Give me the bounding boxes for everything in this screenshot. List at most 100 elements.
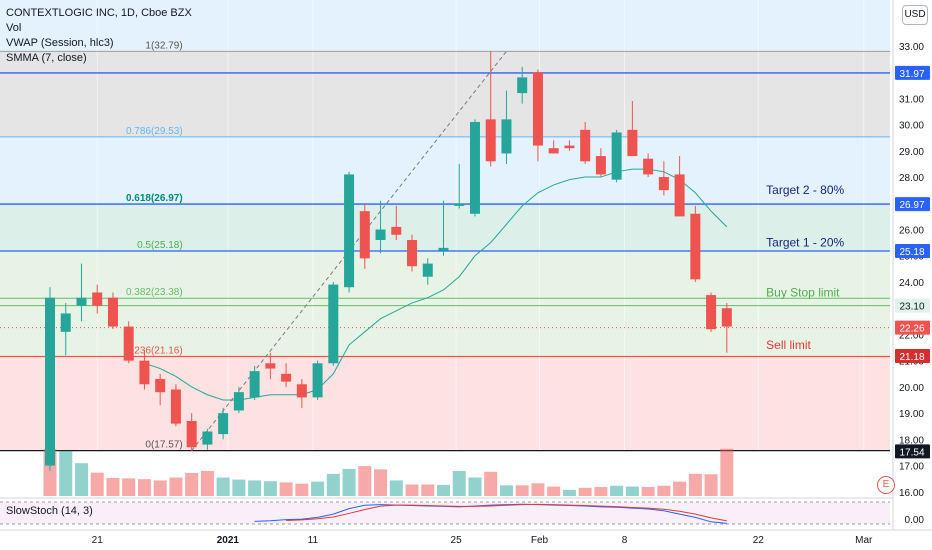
candle-body — [170, 389, 181, 424]
candle — [170, 384, 181, 427]
volume-bar — [437, 484, 450, 496]
symbol-title[interactable]: CONTEXTLOGIC INC, 1D, Cboe BZX — [6, 7, 192, 19]
candle-body — [139, 360, 150, 385]
stoch-k-line — [254, 503, 727, 524]
annotation-buy-2: Buy Stop limit — [766, 285, 840, 299]
price-tag-label: 17.54 — [899, 447, 924, 458]
candle-body — [202, 431, 213, 445]
price-tag-bg — [895, 65, 930, 80]
candle-body — [218, 413, 229, 435]
volume-bar — [279, 482, 293, 496]
candle-body — [643, 158, 654, 175]
fib-label-3: 0.5(25.18) — [137, 240, 183, 251]
volume-bar — [326, 473, 340, 496]
candle — [485, 51, 496, 167]
y-tick-label: 31.00 — [899, 94, 924, 105]
candle — [658, 161, 669, 196]
candle — [643, 153, 654, 178]
volume-bar — [673, 481, 687, 496]
chart-legend: CONTEXTLOGIC INC, 1D, Cboe BZX Vol VWAP … — [6, 6, 192, 66]
candle-body — [595, 156, 606, 175]
candle-body — [690, 213, 701, 280]
slowstoch-indicator-label[interactable]: SlowStoch (14, 3) — [6, 505, 93, 517]
volume-bar — [358, 466, 372, 496]
candle — [517, 66, 528, 104]
candle-body — [155, 379, 166, 393]
candle — [501, 90, 512, 164]
volume-bar — [405, 484, 419, 496]
candle-body — [422, 263, 433, 277]
volume-bar — [468, 477, 482, 496]
volume-bar — [263, 481, 277, 496]
candle — [611, 129, 622, 183]
x-tick-label: 8 — [622, 535, 628, 546]
volume-bar — [122, 478, 136, 496]
candle — [706, 292, 717, 332]
price-tag: 17.54 — [895, 444, 930, 459]
candle — [690, 205, 701, 282]
candle-body — [375, 229, 386, 241]
candle — [422, 258, 433, 285]
candle — [281, 363, 292, 387]
fib-label-1: 0.786(29.53) — [126, 126, 183, 137]
candle — [548, 140, 559, 154]
candle — [391, 205, 402, 241]
volume-bar — [641, 486, 655, 496]
volume-bar — [562, 489, 576, 496]
volume-bar — [216, 477, 230, 496]
price-tag-label: 25.18 — [899, 247, 924, 258]
volume-bar — [90, 472, 104, 496]
candle-body — [658, 177, 669, 191]
volume-bar — [610, 485, 624, 496]
volume-indicator-label[interactable]: Vol — [6, 22, 22, 34]
candle — [312, 360, 323, 401]
currency-button[interactable]: USD — [902, 5, 928, 25]
candle — [202, 428, 213, 450]
vwap-indicator-label[interactable]: VWAP (Session, hlc3) — [6, 37, 114, 49]
candle — [233, 386, 244, 414]
osc-tick-label: 0.00 — [905, 515, 925, 526]
x-tick-label: 22 — [753, 535, 765, 546]
candle — [564, 140, 575, 151]
candle-body — [281, 373, 292, 382]
candle — [249, 365, 260, 401]
candle-body — [564, 145, 575, 149]
candle-body — [485, 119, 496, 162]
candle-body — [391, 226, 402, 235]
candle — [438, 200, 449, 256]
candle-body — [674, 174, 685, 217]
time-axis — [0, 530, 932, 550]
x-tick-label: 11 — [308, 535, 319, 546]
candle — [359, 203, 370, 269]
candle — [344, 171, 355, 293]
price-tag-bg — [895, 244, 930, 259]
volume-bar — [452, 470, 466, 496]
candle — [721, 302, 732, 353]
price-tag: 23.10 — [895, 298, 930, 313]
stoch-d-line — [286, 503, 727, 522]
y-tick-label: 22.00 — [899, 330, 924, 341]
candle — [454, 163, 465, 209]
candle-body — [123, 326, 134, 361]
annotation-sell-3: Sell limit — [766, 338, 811, 352]
candle-body — [233, 392, 244, 411]
candle-body — [706, 295, 717, 330]
volume-bar — [578, 487, 592, 496]
candle — [407, 234, 418, 272]
earnings-badge-icon[interactable]: E — [877, 476, 895, 494]
candle-body — [359, 211, 370, 259]
zone-red — [0, 356, 890, 451]
volume-bar — [421, 484, 435, 496]
zone-green — [0, 251, 890, 357]
volume-bar — [547, 486, 561, 496]
candle — [76, 263, 87, 322]
smma-indicator-label[interactable]: SMMA (7, close) — [6, 52, 87, 64]
price-tag-label: 21.18 — [899, 352, 924, 363]
candle-body — [60, 313, 71, 332]
volume-bar — [232, 479, 246, 496]
price-tag-bg — [895, 444, 930, 459]
x-tick-label: Mar — [855, 535, 873, 546]
candle-body — [548, 148, 559, 154]
zone-teal — [0, 204, 890, 252]
